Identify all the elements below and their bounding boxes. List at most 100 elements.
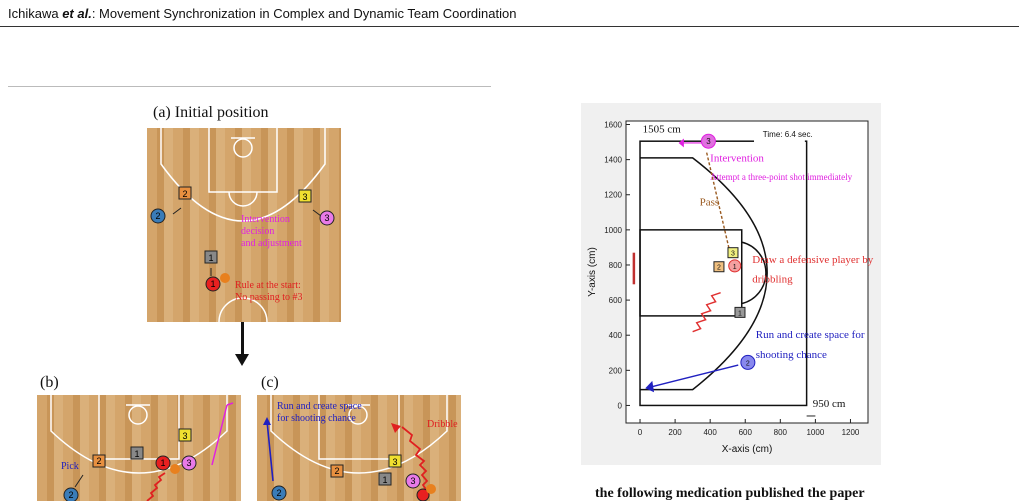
player-2-label: 2 xyxy=(155,211,160,221)
intervention-text: Intervention xyxy=(710,152,764,164)
player-1-label: 1 xyxy=(210,279,215,289)
three-point-arc xyxy=(640,157,768,391)
annotation-line-2: decision xyxy=(241,226,274,237)
chart-marks: 1505 cm Time: 6.4 sec. 3 Intervention Attemp… xyxy=(643,123,874,417)
plot-area xyxy=(625,120,869,424)
y-tick-label: 0 xyxy=(618,401,623,410)
x-tick-label: 1000 xyxy=(806,428,824,437)
header-rule xyxy=(0,26,1019,27)
hoop-ring xyxy=(233,138,253,158)
chart-defender-1-label: 1 xyxy=(738,310,742,317)
pass-arrow xyxy=(705,152,732,259)
run-line-2: for shooting chance xyxy=(277,413,356,424)
height-label: 1505 cm xyxy=(643,123,682,135)
defender-2-label: 2 xyxy=(182,189,187,199)
defender-1-label: 1 xyxy=(208,253,213,263)
c-defender-3-label: 3 xyxy=(392,457,397,467)
court-panel-c: Run and create space for shooting chance… xyxy=(257,395,461,501)
chart-player-1-label: 1 xyxy=(733,264,737,271)
chart-defender-2 xyxy=(713,261,725,273)
run-line-1: Run and create space for xyxy=(756,329,865,341)
rule-line-2: No passing to #3 xyxy=(235,292,303,303)
b-player-3-label: 3 xyxy=(186,458,191,468)
half-court-lines xyxy=(632,140,808,407)
pick-label: Pick xyxy=(61,461,79,472)
c-defender-1-label: 1 xyxy=(382,475,387,485)
court-c-lines: Run and create space for shooting chance… xyxy=(263,395,458,501)
x-tick-label: 800 xyxy=(774,428,788,437)
c-player-2-label: 2 xyxy=(276,488,281,498)
b-player-2-label: 2 xyxy=(68,490,73,500)
dribble-label: Dribble xyxy=(427,419,458,430)
panel-c-caption: (c) xyxy=(261,374,279,391)
draw-line-2: dribbling xyxy=(752,274,793,286)
c-player-3-label: 3 xyxy=(410,476,415,486)
b-defender-3-label: 3 xyxy=(182,431,187,441)
chart-defender-2-label: 2 xyxy=(717,265,721,272)
header-etal: et al. xyxy=(62,6,92,21)
x-tick-label: 600 xyxy=(739,428,753,437)
intervention-arrowhead xyxy=(678,138,684,148)
chart-player-2-label: 2 xyxy=(746,360,750,367)
chart-defender-3 xyxy=(727,247,739,259)
y-tick-label: 1000 xyxy=(604,226,622,235)
run-arrowhead xyxy=(645,380,655,393)
run-line-1: Run and create space xyxy=(277,401,362,412)
paint-area xyxy=(208,128,278,193)
chart-player-3 xyxy=(700,133,716,149)
annotation-line-3: and adjustment xyxy=(241,238,302,249)
y-axis-label: Y-axis (cm) xyxy=(587,247,598,297)
attempt-text: Attempt a three-point shot immediately xyxy=(710,172,852,182)
x-tick-label: 200 xyxy=(668,428,682,437)
defender-3-label: 3 xyxy=(302,192,307,202)
center-circle xyxy=(218,297,268,322)
b-defender-2-label: 2 xyxy=(96,456,101,466)
pass-text: Pass xyxy=(700,196,720,208)
width-label: 950 cm xyxy=(813,398,846,410)
section-rule xyxy=(8,86,491,87)
y-tick-label: 600 xyxy=(609,296,623,305)
b-defender-1-label: 1 xyxy=(134,449,139,459)
run-line-2: shooting chance xyxy=(756,349,827,361)
x-tick-label: 0 xyxy=(638,428,643,437)
time-label: Time: 6.4 sec. xyxy=(763,130,813,139)
y-axis-ticks: 0 200 400 600 800 1000 1200 1400 1600 xyxy=(604,121,630,410)
y-tick-label: 200 xyxy=(609,366,623,375)
chart-defender-1 xyxy=(734,306,746,318)
y-tick-label: 1400 xyxy=(604,156,622,165)
draw-line-1: Draw a defensive player by xyxy=(752,254,873,266)
court-a-lines: 2 2 3 3 1 1 Intervention decision and ad… xyxy=(150,128,335,322)
time-box xyxy=(754,131,805,144)
x-tick-label: 400 xyxy=(703,428,717,437)
chart-player-2 xyxy=(740,354,756,370)
panel-a-caption: (a) Initial position xyxy=(153,104,269,121)
annotation-line-1: Intervention xyxy=(241,214,290,225)
b-player-1-label: 1 xyxy=(160,458,165,468)
y-tick-label: 1200 xyxy=(604,191,622,200)
x-axis-label: X-axis (cm) xyxy=(722,444,773,455)
chart-player-1 xyxy=(728,259,742,273)
run-arrow xyxy=(646,364,739,389)
panel-b-caption: (b) xyxy=(40,374,59,391)
y-tick-label: 800 xyxy=(609,261,623,270)
free-throw-arc xyxy=(741,241,767,305)
x-tick-label: 1200 xyxy=(842,428,860,437)
footnote-text: the following medication published the p… xyxy=(595,486,865,501)
y-tick-label: 400 xyxy=(609,331,623,340)
dribble-path xyxy=(692,292,721,333)
x-axis-ticks: 0 200 400 600 800 1000 1200 xyxy=(638,419,860,437)
flow-arrow-head xyxy=(235,354,249,366)
court-panel-a: 2 2 3 3 1 1 Intervention decision and ad… xyxy=(147,128,341,322)
court-position-chart: 0 200 400 600 800 1000 1200 1400 1600 0 200 400 600… xyxy=(587,120,874,455)
court-panel-b: 2 2 1 1 3 3 Pick xyxy=(37,395,241,501)
running-header: Ichikawa et al.: Movement Synchronizatio… xyxy=(8,6,516,21)
player-3-label: 3 xyxy=(324,213,329,223)
flow-arrow-shaft xyxy=(241,322,244,358)
header-title: : Movement Synchronization in Complex an… xyxy=(91,6,517,21)
rule-line-1: Rule at the start: xyxy=(235,280,301,291)
chart-player-3-label: 3 xyxy=(706,137,711,146)
paint-box xyxy=(639,229,743,317)
y-tick-label: 1600 xyxy=(604,121,622,130)
chart-defender-3-label: 3 xyxy=(731,251,735,258)
c-defender-2-label: 2 xyxy=(334,466,339,476)
